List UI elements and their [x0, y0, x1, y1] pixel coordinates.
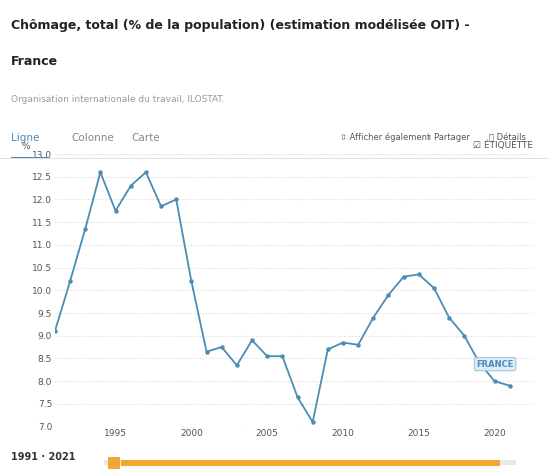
Text: ⇳ Afficher également: ⇳ Afficher également	[340, 133, 430, 142]
Text: ‹ Partager: ‹ Partager	[428, 133, 470, 142]
Text: Ligne: Ligne	[11, 133, 40, 143]
Text: %: %	[21, 142, 30, 151]
Text: Chômage, total (% de la population) (estimation modélisée OIT) -: Chômage, total (% de la population) (est…	[11, 19, 469, 32]
Text: ⓘ Détails: ⓘ Détails	[489, 133, 525, 142]
Text: Carte: Carte	[132, 133, 160, 143]
Text: 1991 · 2021: 1991 · 2021	[11, 452, 75, 462]
Text: Organisation internationale du travail, ILOSTAT.: Organisation internationale du travail, …	[11, 95, 225, 104]
Text: FRANCE: FRANCE	[477, 360, 514, 369]
Text: Colonne: Colonne	[71, 133, 114, 143]
Circle shape	[109, 457, 119, 468]
Text: ☑ ÉTIQUETTE: ☑ ÉTIQUETTE	[473, 140, 533, 150]
Text: France: France	[11, 55, 58, 67]
